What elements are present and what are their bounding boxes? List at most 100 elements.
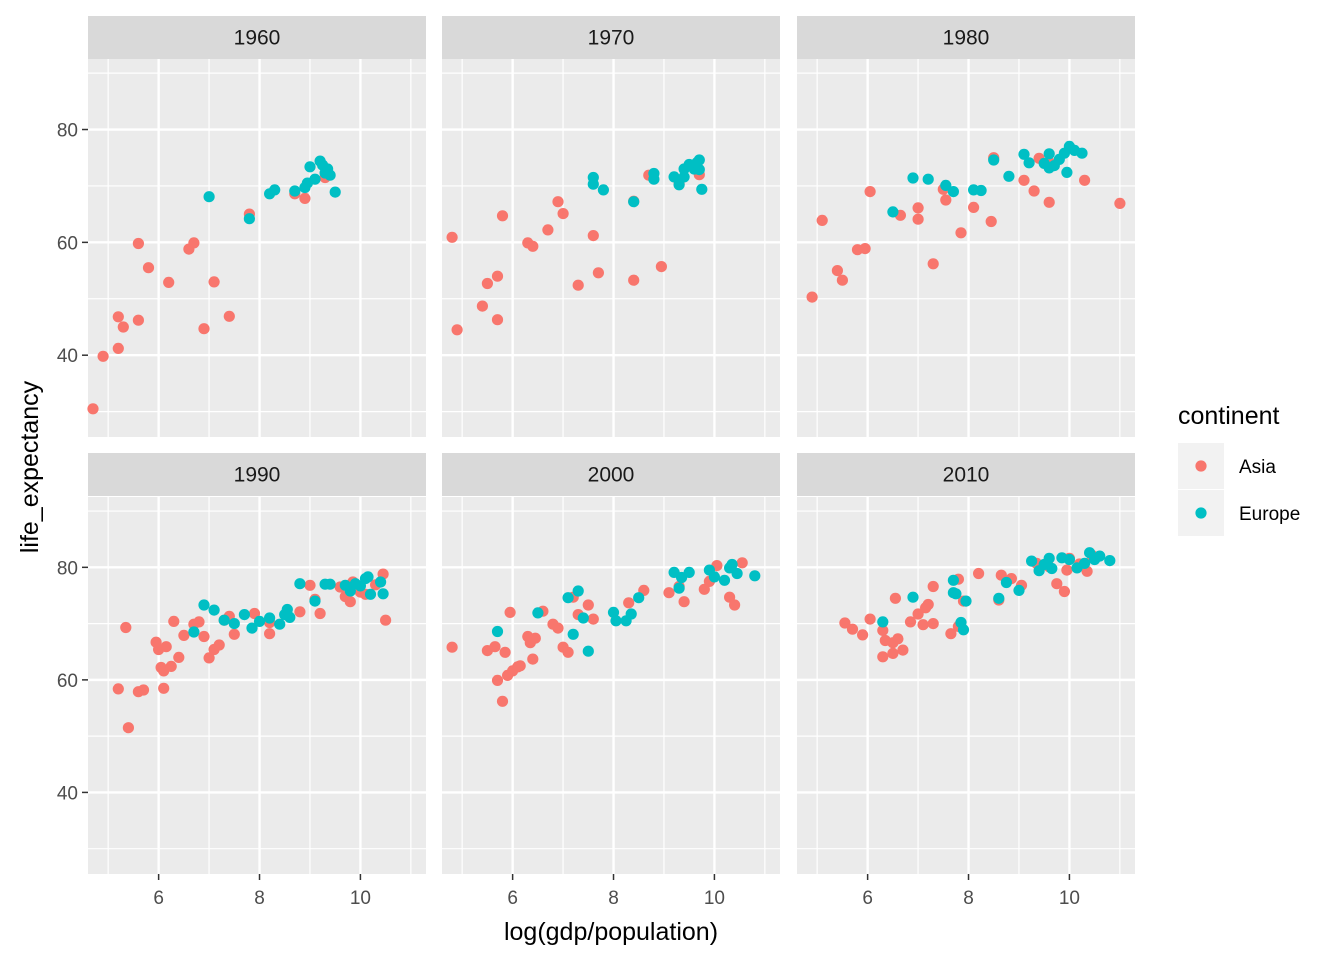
data-point bbox=[625, 608, 637, 620]
data-point bbox=[491, 314, 504, 326]
facet-strip-label: 1960 bbox=[234, 27, 281, 50]
data-point bbox=[562, 592, 574, 604]
data-point bbox=[344, 596, 356, 608]
data-point bbox=[950, 588, 962, 600]
data-point bbox=[304, 161, 316, 173]
y-tick-label: 40 bbox=[57, 346, 78, 367]
data-point bbox=[947, 574, 960, 586]
data-point bbox=[481, 277, 493, 290]
data-point bbox=[673, 582, 685, 594]
data-point bbox=[587, 613, 599, 625]
legend-items: Asia Europe bbox=[1178, 443, 1300, 536]
facet-strip bbox=[88, 16, 426, 59]
data-point bbox=[132, 237, 144, 250]
data-point bbox=[1079, 557, 1091, 570]
legend-title: continent bbox=[1178, 402, 1280, 430]
panel-background bbox=[442, 497, 780, 874]
data-point bbox=[1000, 576, 1013, 589]
facet-panel-2000: 2000 bbox=[442, 453, 780, 874]
facet-grid: 1960 1970 1980 1990 2000 2010 bbox=[87, 16, 1135, 874]
data-point bbox=[922, 598, 934, 611]
data-point bbox=[218, 614, 230, 626]
data-point bbox=[731, 567, 743, 580]
data-point bbox=[223, 310, 235, 322]
data-point bbox=[188, 237, 200, 249]
facet-strip bbox=[797, 453, 1135, 496]
data-point bbox=[678, 596, 690, 608]
data-point bbox=[1114, 197, 1126, 209]
data-point bbox=[1058, 585, 1070, 598]
data-point bbox=[1061, 166, 1073, 178]
data-point bbox=[137, 684, 150, 696]
legend-item-europe: Europe bbox=[1178, 490, 1300, 536]
data-point bbox=[877, 651, 889, 663]
data-point bbox=[163, 276, 175, 288]
data-point bbox=[491, 270, 504, 282]
y-axis-title: life_expectancy bbox=[16, 380, 44, 553]
data-point bbox=[610, 615, 622, 627]
data-point bbox=[198, 323, 210, 335]
facet-strip-label: 1970 bbox=[588, 27, 635, 50]
data-point bbox=[132, 314, 144, 326]
data-point bbox=[499, 646, 511, 658]
data-point bbox=[193, 616, 205, 628]
data-point bbox=[587, 178, 599, 190]
data-point bbox=[922, 173, 934, 185]
data-point bbox=[203, 652, 215, 664]
data-point bbox=[993, 592, 1005, 604]
data-point bbox=[960, 595, 972, 607]
data-point bbox=[1043, 148, 1055, 160]
y-tick-label: 80 bbox=[57, 558, 78, 579]
data-point bbox=[208, 276, 220, 288]
data-point bbox=[514, 660, 526, 672]
data-point bbox=[87, 403, 99, 415]
panel-background bbox=[88, 59, 426, 437]
data-point bbox=[975, 184, 987, 197]
data-point bbox=[904, 616, 917, 628]
data-point bbox=[142, 262, 155, 274]
data-point bbox=[264, 612, 276, 624]
data-point bbox=[846, 623, 859, 635]
data-point bbox=[294, 606, 306, 618]
data-point bbox=[504, 606, 516, 619]
legend: continent Asia Europe bbox=[1178, 402, 1300, 536]
legend-swatch bbox=[1195, 507, 1207, 519]
data-point bbox=[912, 608, 924, 620]
series-europe bbox=[188, 571, 389, 638]
data-point bbox=[527, 240, 539, 252]
data-point bbox=[567, 628, 579, 640]
facet-strip bbox=[442, 16, 780, 59]
data-point bbox=[246, 622, 258, 634]
data-point bbox=[112, 342, 124, 354]
data-point bbox=[243, 213, 255, 225]
series-asia bbox=[806, 152, 1126, 303]
legend-label: Europe bbox=[1239, 504, 1300, 525]
data-point bbox=[648, 167, 660, 180]
data-point bbox=[324, 578, 336, 590]
data-point bbox=[693, 164, 705, 176]
data-point bbox=[816, 214, 828, 226]
facet-strip-label: 2010 bbox=[943, 464, 990, 487]
data-point bbox=[1094, 550, 1106, 562]
data-point bbox=[451, 324, 463, 336]
data-point bbox=[1043, 552, 1055, 564]
data-point bbox=[491, 625, 504, 638]
data-point bbox=[112, 683, 124, 695]
data-point bbox=[1018, 174, 1030, 186]
data-point bbox=[623, 597, 635, 609]
data-point bbox=[362, 571, 374, 583]
data-point bbox=[912, 202, 924, 214]
data-point bbox=[304, 579, 316, 591]
data-point bbox=[496, 210, 509, 222]
data-point bbox=[947, 186, 960, 198]
x-tick-label: 10 bbox=[350, 888, 371, 909]
data-point bbox=[927, 258, 939, 270]
data-point bbox=[806, 291, 818, 303]
facet-panel-1960: 1960 bbox=[87, 16, 426, 437]
data-point bbox=[708, 571, 721, 583]
data-point bbox=[238, 609, 250, 621]
data-point bbox=[446, 231, 458, 243]
series-europe bbox=[203, 155, 341, 225]
x-tick-label: 6 bbox=[862, 888, 873, 909]
data-point bbox=[887, 206, 899, 218]
